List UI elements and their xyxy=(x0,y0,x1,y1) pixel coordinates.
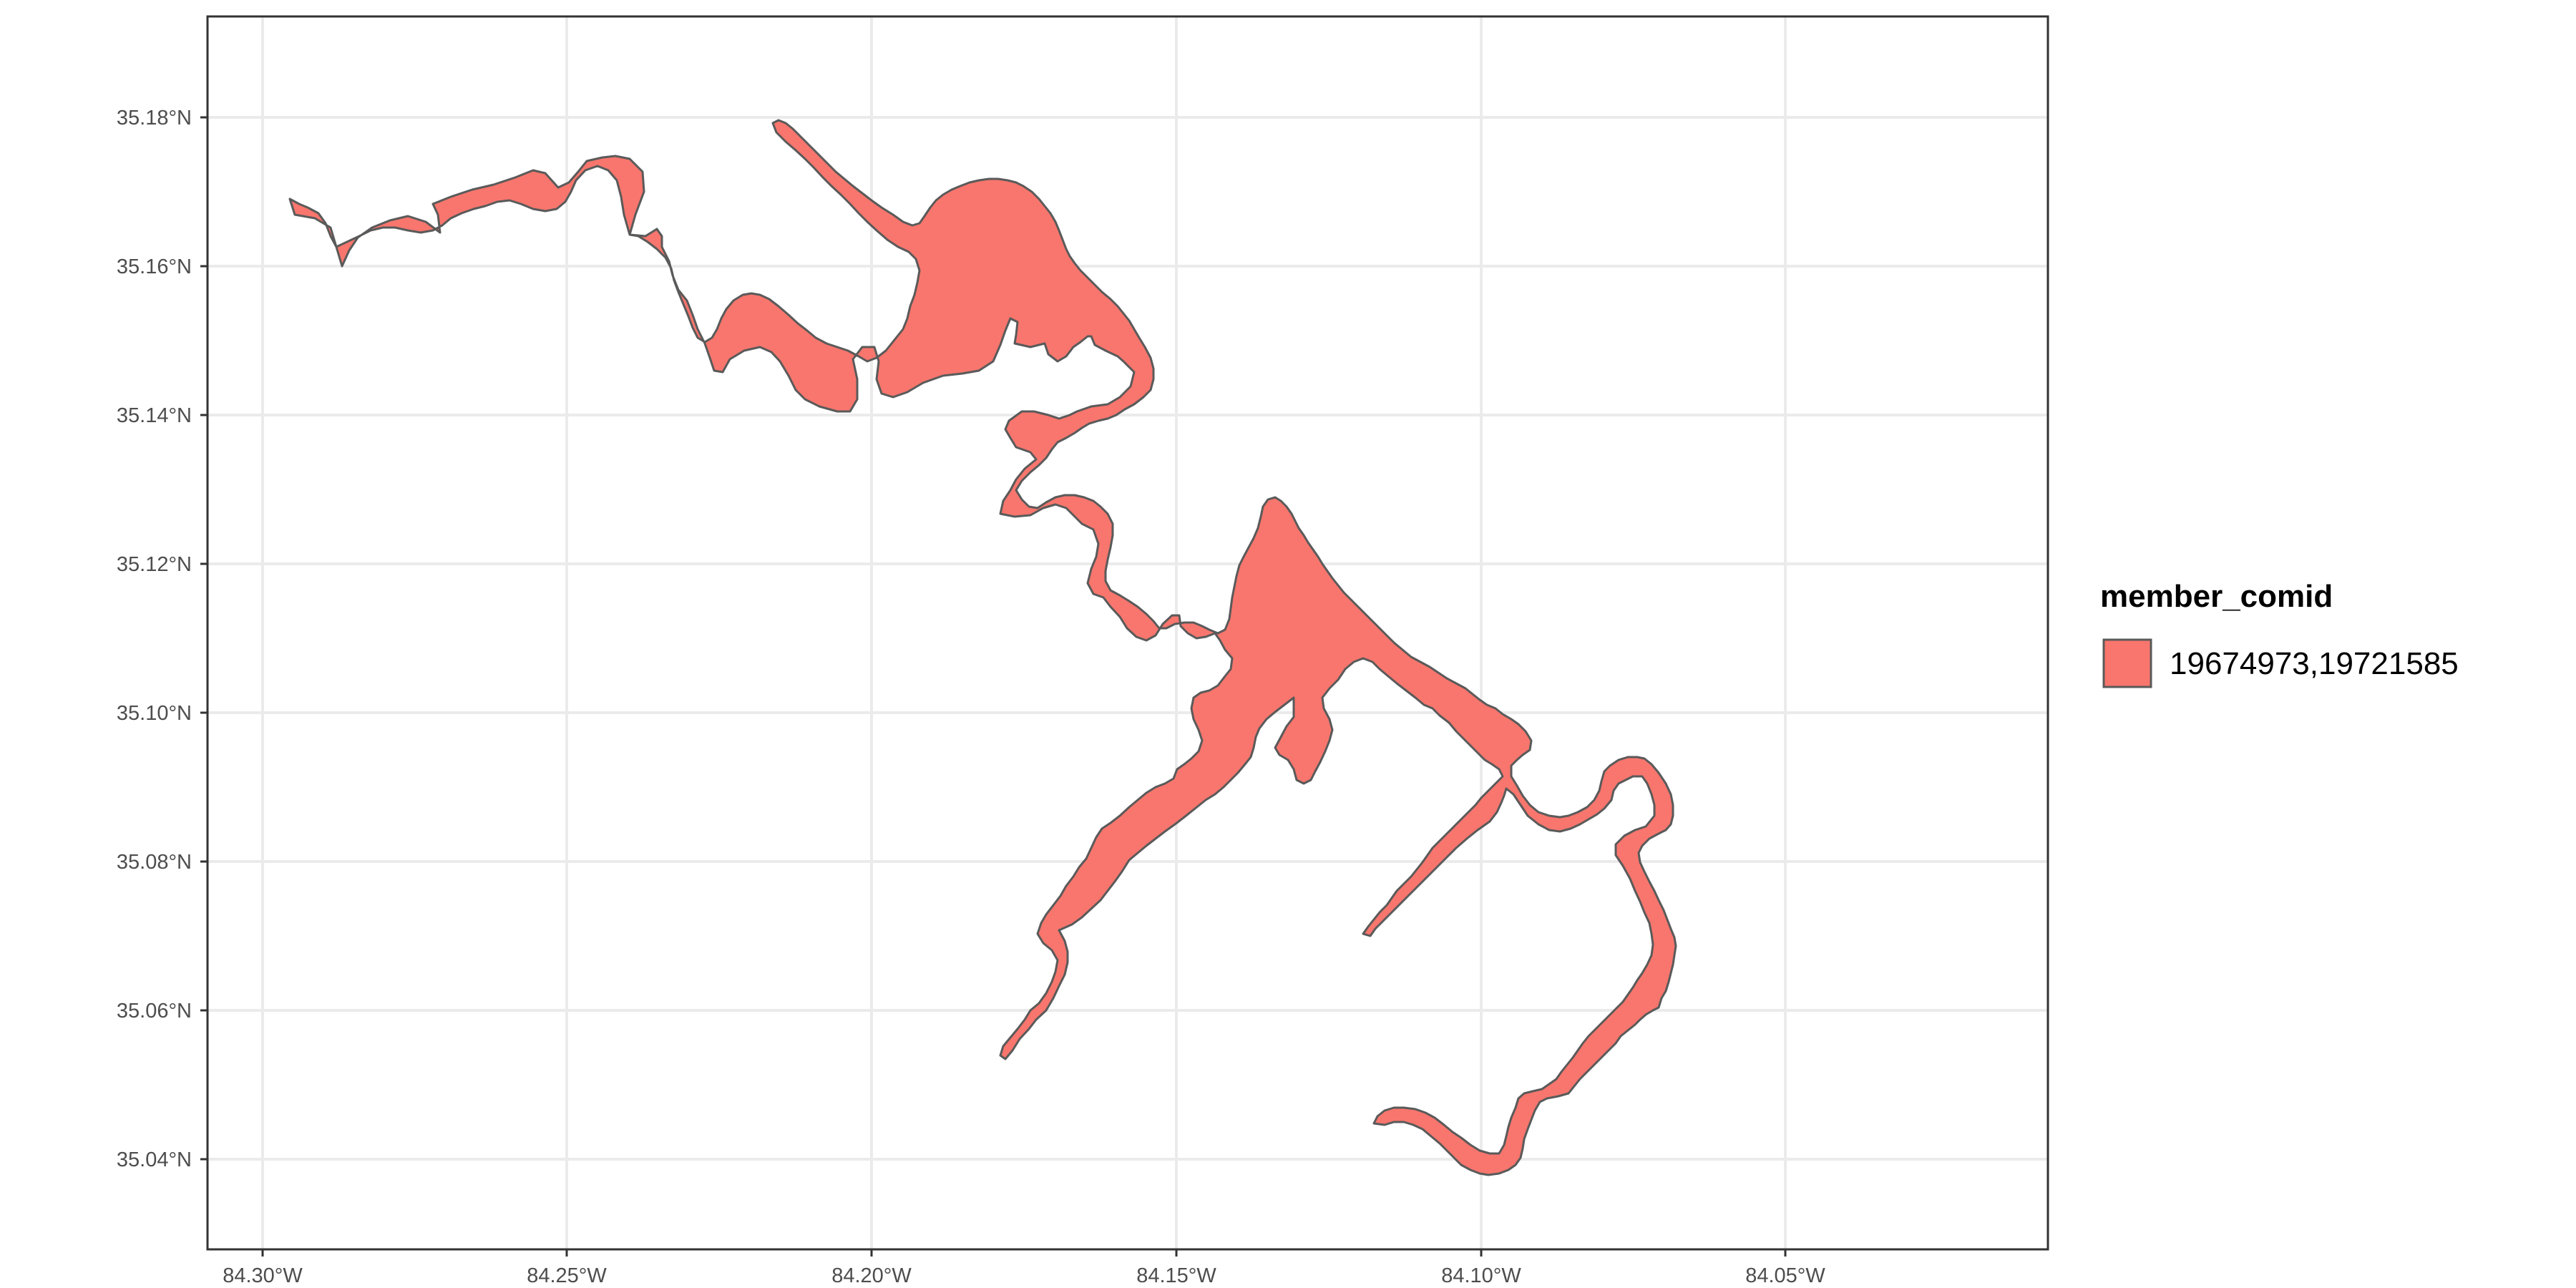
y-tick-label: 35.06°N xyxy=(117,1000,192,1023)
panel-border xyxy=(206,15,2049,1251)
y-axis-labels: 35.18°N 35.16°N 35.14°N 35.12°N 35.10°N … xyxy=(117,107,192,1171)
legend-key-swatch xyxy=(2102,638,2152,688)
y-axis-ticks xyxy=(200,116,208,1161)
x-tick-label: 84.25°W xyxy=(527,1264,607,1287)
reservoir-shape xyxy=(288,119,1677,1176)
x-tick-label: 84.05°W xyxy=(1745,1264,1825,1287)
y-tick-label: 35.18°N xyxy=(117,107,192,130)
legend-item-label: 19674973,19721585 xyxy=(2170,646,2459,681)
legend: member_comid 19674973,19721585 xyxy=(2100,579,2459,688)
x-tick-label: 84.15°W xyxy=(1136,1264,1216,1287)
y-tick-label: 35.14°N xyxy=(117,404,192,427)
x-axis-labels: 84.30°W 84.25°W 84.20°W 84.15°W 84.10°W … xyxy=(223,1264,1825,1287)
y-tick-label: 35.04°N xyxy=(117,1148,192,1171)
y-tick-label: 35.16°N xyxy=(117,255,192,278)
x-axis-ticks xyxy=(261,1249,1787,1257)
reservoir-polygon xyxy=(288,119,1677,1176)
y-tick-label: 35.08°N xyxy=(117,851,192,874)
y-tick-label: 35.10°N xyxy=(117,702,192,725)
x-tick-label: 84.10°W xyxy=(1441,1264,1521,1287)
legend-title: member_comid xyxy=(2100,579,2333,614)
x-tick-label: 84.30°W xyxy=(223,1264,303,1287)
y-tick-label: 35.12°N xyxy=(117,553,192,576)
x-tick-label: 84.20°W xyxy=(831,1264,912,1287)
